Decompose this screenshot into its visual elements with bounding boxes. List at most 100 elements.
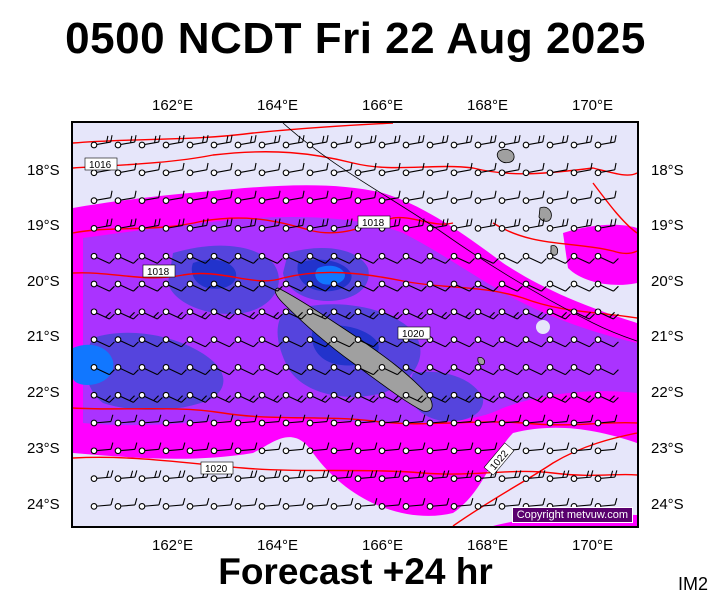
forecast-label: Forecast +24 hr: [218, 551, 493, 592]
wind-barb: [258, 498, 282, 510]
wind-barb: [282, 364, 307, 376]
wind-barb: [402, 498, 426, 510]
wind-barb: [378, 190, 401, 204]
wind-barb: [354, 336, 379, 348]
wind-barb: [330, 336, 355, 348]
wind-barb: [234, 498, 258, 510]
wind-barb: [498, 498, 522, 510]
wind-barb: [450, 336, 475, 348]
wind-barb: [114, 391, 139, 403]
wind-barb: [378, 364, 403, 376]
vanuatu-island-north: [496, 149, 515, 164]
wind-barb: [426, 470, 450, 482]
wind-barb: [594, 414, 618, 427]
wind-barb: [450, 442, 474, 455]
wind-barb: [114, 252, 139, 264]
wind-barb: [234, 218, 257, 232]
wind-barb: [234, 280, 259, 292]
wind-barb: [378, 414, 402, 427]
wind-barb: [570, 190, 593, 204]
wind-barb: [138, 280, 163, 292]
wind-barb: [330, 280, 355, 292]
svg-text:1018: 1018: [362, 218, 385, 229]
wind-barb: [522, 280, 547, 292]
wind-barb: [378, 308, 403, 320]
wind-barb: [210, 280, 235, 292]
wind-barb: [450, 470, 474, 482]
wind-barb: [378, 280, 403, 292]
wind-barb: [594, 190, 617, 204]
wind-barb: [282, 391, 307, 403]
wind-barb: [594, 135, 617, 149]
wind-barb: [474, 498, 498, 510]
wind-barb: [354, 442, 378, 455]
wind-barb: [354, 162, 377, 177]
svg-text:1020: 1020: [205, 464, 228, 475]
wind-barb: [474, 162, 497, 177]
wind-barb: [306, 414, 330, 427]
wind-barb: [234, 190, 257, 204]
wind-barb: [234, 135, 257, 149]
wind-barb: [426, 308, 451, 320]
wind-barb: [474, 280, 499, 292]
lat-label-left-20: 20°S: [27, 273, 60, 290]
wind-barb: [594, 391, 619, 403]
wind-barb: [354, 190, 377, 204]
wind-barb: [306, 442, 330, 455]
wind-barb: [426, 218, 449, 232]
wind-barb: [90, 336, 115, 348]
lon-label-top-170: 170°E: [572, 97, 614, 114]
lat-label-right-18: 18°S: [651, 162, 684, 179]
wind-barb: [546, 391, 571, 403]
wind-barb: [426, 414, 450, 427]
wind-barb: [546, 280, 571, 292]
wind-barb: [138, 190, 161, 204]
wind-barb: [402, 190, 425, 204]
wind-barb-grid: [90, 135, 619, 510]
wind-barb: [90, 498, 114, 510]
wind-barb: [570, 162, 593, 177]
wind-barb: [282, 218, 305, 232]
wind-barb: [546, 135, 569, 149]
wind-barb: [498, 280, 523, 292]
wind-barb: [522, 135, 545, 149]
wind-barb: [90, 442, 114, 455]
wind-barb: [138, 391, 163, 403]
vanuatu-island-central: [538, 206, 552, 222]
wind-barb: [450, 252, 475, 264]
wind-barb: [210, 162, 233, 177]
wind-barb: [114, 498, 138, 510]
wind-barb: [330, 470, 354, 482]
wind-barb: [426, 162, 449, 177]
wind-barb: [330, 252, 355, 264]
wind-barb: [426, 391, 451, 403]
wind-barb: [450, 280, 475, 292]
wind-barb: [306, 391, 331, 403]
wind-barb: [546, 442, 570, 455]
wind-barb: [258, 190, 281, 204]
wind-barb: [186, 218, 209, 232]
lat-label-left-18: 18°S: [27, 162, 60, 179]
wind-barb: [426, 280, 451, 292]
wind-barb: [594, 364, 619, 376]
wind-barb: [354, 498, 378, 510]
wind-barb: [402, 280, 427, 292]
wind-barb: [114, 414, 138, 427]
wind-barb: [546, 414, 570, 427]
wind-barb: [330, 442, 354, 455]
wind-barb: [114, 470, 138, 482]
wind-barb: [162, 414, 186, 427]
wind-barb: [450, 364, 475, 376]
wind-barb: [186, 190, 209, 204]
wind-barb: [450, 135, 473, 149]
wind-barb: [138, 442, 162, 455]
wind-barb: [522, 308, 547, 320]
wind-barb: [234, 470, 258, 482]
wind-barb: [210, 336, 235, 348]
wind-barb: [330, 414, 354, 427]
wind-barb: [138, 308, 163, 320]
wind-barb: [210, 498, 234, 510]
wind-barb: [594, 442, 618, 455]
wind-barb: [330, 498, 354, 510]
wind-barb: [90, 414, 114, 427]
